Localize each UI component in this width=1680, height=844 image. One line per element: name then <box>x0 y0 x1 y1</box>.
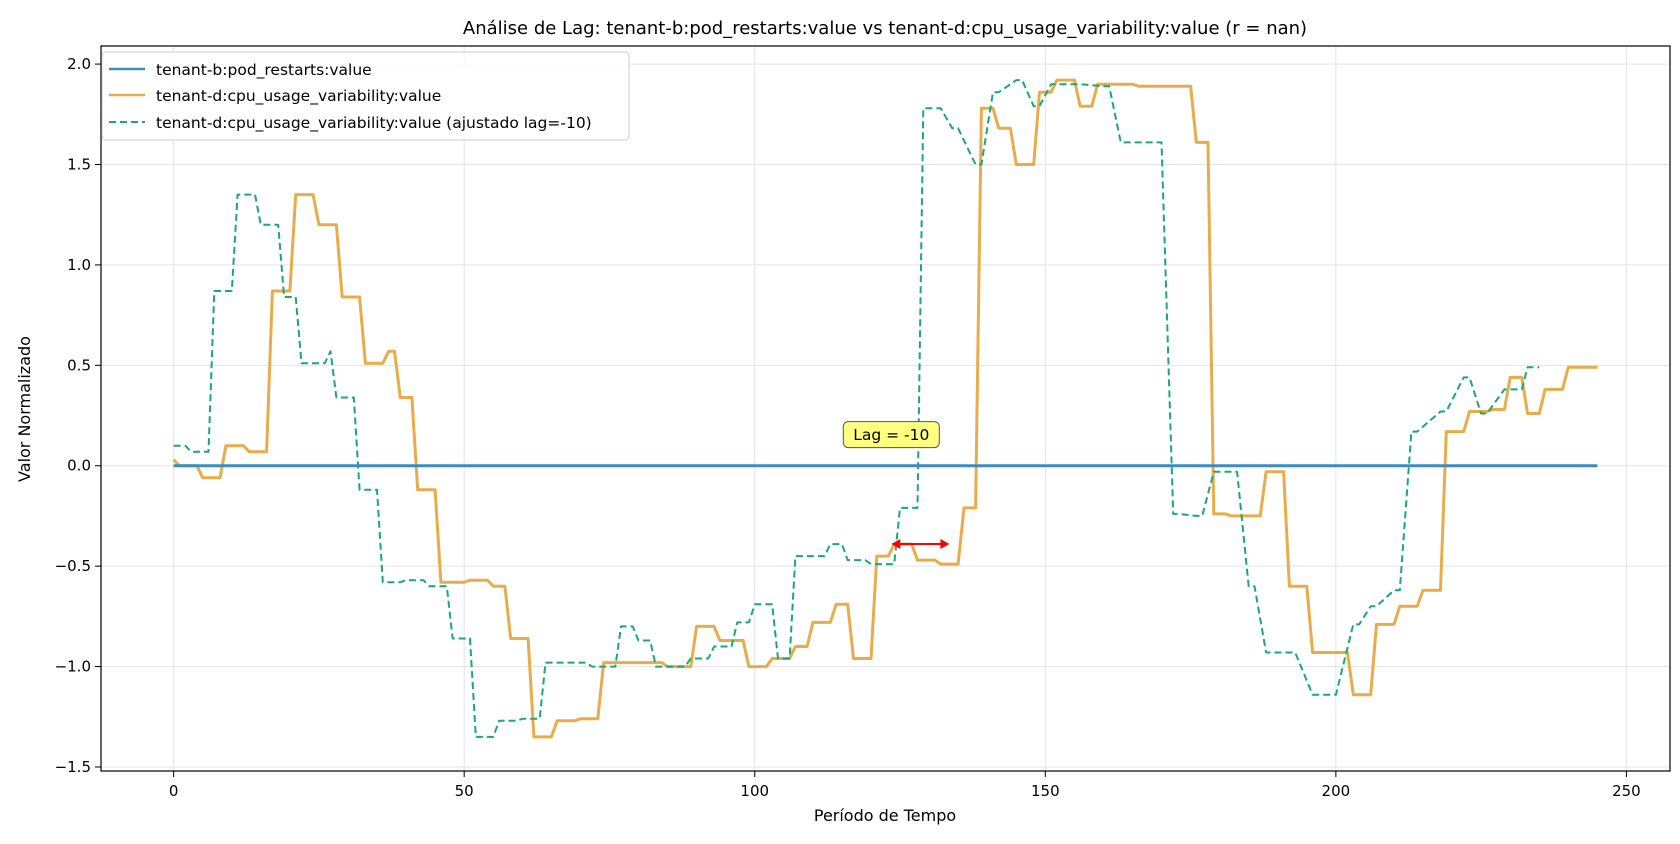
lag-annotation-text: Lag = -10 <box>853 426 929 444</box>
axis-ticks: 0 50 100 150 200 250 −1.5 −1.0 −0.5 0.0 0.5 1.0 1.5 2… <box>55 55 1641 800</box>
x-tick-label: 200 <box>1322 782 1351 800</box>
y-tick-label: 1.0 <box>67 256 91 274</box>
legend-box <box>101 51 630 141</box>
series-line-cpu-usage-adjusted <box>173 79 1540 738</box>
x-tick-label: 250 <box>1612 782 1641 800</box>
y-tick-label: 2.0 <box>67 55 91 73</box>
lag-arrow-head-left <box>891 539 901 550</box>
chart-title: Análise de Lag: tenant-b:pod_restarts:va… <box>463 18 1307 39</box>
legend-label-pod-restarts: tenant-b:pod_restarts:value <box>156 61 372 80</box>
y-tick-label: −1.5 <box>55 758 91 776</box>
y-tick-label: −1.0 <box>55 658 91 676</box>
plot-frame <box>100 45 1671 772</box>
legend: tenant-b:pod_restarts:value tenant-d:cpu… <box>101 51 630 141</box>
x-tick-label: 50 <box>455 782 474 800</box>
x-tick-label: 150 <box>1031 782 1060 800</box>
x-tick-label: 100 <box>740 782 769 800</box>
y-axis-label: Valor Normalizado <box>15 336 34 482</box>
legend-label-cpu-usage: tenant-d:cpu_usage_variability:value <box>156 87 441 106</box>
x-axis-label: Período de Tempo <box>814 806 956 825</box>
y-tick-label: 0.0 <box>67 457 91 475</box>
annotation-layer: Lag = -10 <box>842 421 950 550</box>
y-tick-label: −0.5 <box>55 557 91 575</box>
y-tick-label: 0.5 <box>67 356 91 374</box>
lag-arrow-head-right <box>940 539 950 550</box>
lag-annotation-box <box>842 421 940 449</box>
x-tick-label: 0 <box>169 782 179 800</box>
legend-label-cpu-usage-adjusted: tenant-d:cpu_usage_variability:value (aj… <box>156 114 592 133</box>
y-tick-label: 1.5 <box>67 155 91 173</box>
